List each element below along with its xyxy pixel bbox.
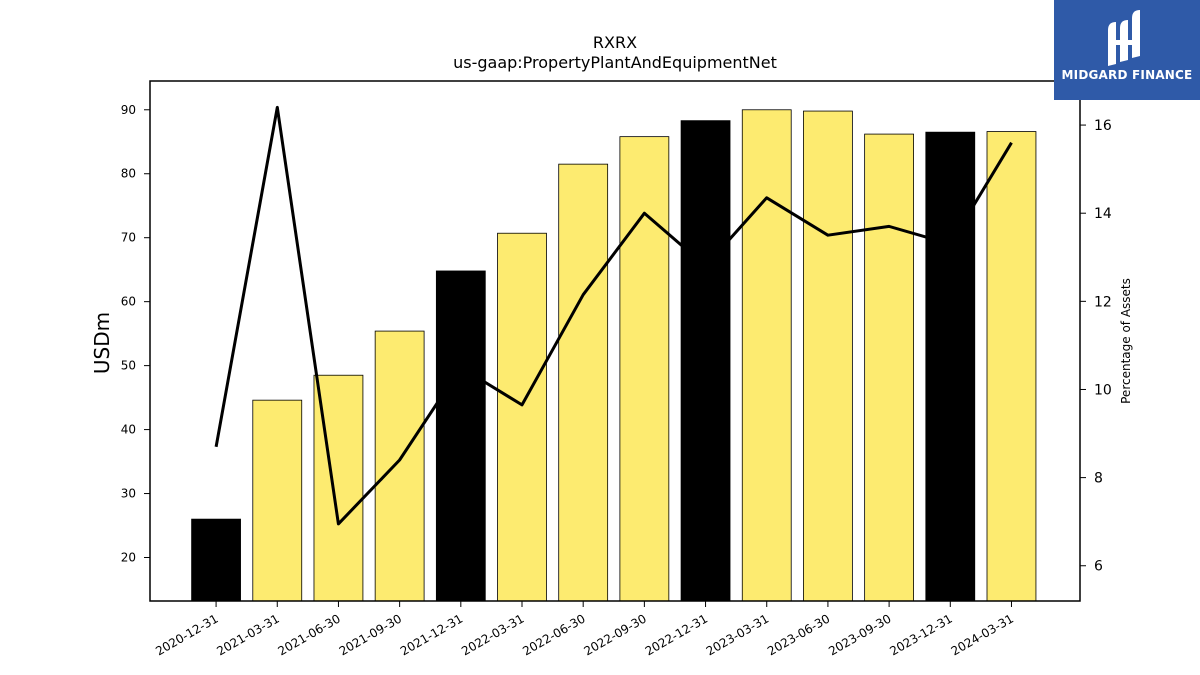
y-tick-label: 80 bbox=[121, 167, 136, 181]
logo-text: MIDGARD FINANCE bbox=[1061, 68, 1193, 82]
y-tick-label: 60 bbox=[121, 295, 136, 309]
midgard-logo-icon bbox=[1108, 10, 1140, 66]
bar-2021-12-31 bbox=[435, 270, 486, 602]
x-tick-label: 2021-03-31 bbox=[214, 611, 281, 658]
x-tick-label: 2023-12-31 bbox=[887, 611, 954, 658]
x-tick-label: 2022-06-30 bbox=[520, 611, 587, 658]
line-series bbox=[214, 105, 1013, 526]
y2-tick-label: 14 bbox=[1094, 206, 1112, 222]
x-tick-label: 2023-06-30 bbox=[765, 611, 832, 658]
line-percentage-of-assets bbox=[214, 105, 1013, 526]
y2-axis: 6 8 10 12 14 16 bbox=[1080, 118, 1112, 575]
bar-2020-12-31 bbox=[191, 518, 241, 602]
y-tick-label: 90 bbox=[121, 103, 136, 117]
bar-2023-12-31 bbox=[925, 131, 976, 602]
x-tick-label: 2020-12-31 bbox=[153, 611, 220, 658]
y2-tick-label: 8 bbox=[1094, 471, 1103, 487]
y2-tick-label: 16 bbox=[1094, 118, 1112, 134]
x-tick-label: 2024-03-31 bbox=[949, 611, 1016, 658]
y-axis-label: USDm bbox=[90, 312, 114, 374]
chart-title: RXRX bbox=[593, 33, 637, 52]
y-tick-label: 20 bbox=[121, 551, 136, 565]
x-tick-label: 2022-03-31 bbox=[459, 611, 526, 658]
y-tick-label: 40 bbox=[121, 423, 136, 437]
bar-2022-12-31 bbox=[680, 120, 731, 602]
x-axis: 2020-12-312021-03-312021-06-302021-09-30… bbox=[153, 601, 1016, 658]
y-axis: 20 30 40 50 60 70 80 90 bbox=[121, 103, 150, 565]
bar-2023-06-30 bbox=[803, 110, 853, 602]
plot-frame bbox=[149, 80, 1081, 602]
bar-2022-03-31 bbox=[497, 232, 547, 602]
y2-tick-label: 10 bbox=[1094, 382, 1112, 398]
y2-axis-label: Percentage of Assets bbox=[1119, 278, 1133, 404]
y-tick-label: 50 bbox=[121, 359, 136, 373]
y-tick-label: 30 bbox=[121, 487, 136, 501]
y-tick-label: 70 bbox=[121, 231, 136, 245]
x-tick-label: 2023-03-31 bbox=[704, 611, 771, 658]
y2-tick-label: 12 bbox=[1094, 294, 1112, 310]
y2-tick-label: 6 bbox=[1094, 559, 1103, 575]
bar-2022-09-30 bbox=[619, 136, 670, 602]
bar-2024-03-31 bbox=[986, 131, 1037, 602]
bar-2021-03-31 bbox=[252, 399, 303, 602]
bar-2023-09-30 bbox=[864, 133, 914, 602]
bar-2023-03-31 bbox=[741, 109, 792, 602]
x-tick-label: 2023-09-30 bbox=[826, 611, 893, 658]
bar-2022-06-30 bbox=[558, 163, 609, 602]
x-tick-label: 2022-09-30 bbox=[581, 611, 648, 658]
bar-2021-09-30 bbox=[374, 330, 425, 602]
chart-subtitle: us-gaap:PropertyPlantAndEquipmentNet bbox=[453, 53, 777, 72]
x-tick-label: 2021-12-31 bbox=[398, 611, 465, 658]
x-tick-label: 2021-09-30 bbox=[337, 611, 404, 658]
bar-series bbox=[191, 109, 1037, 602]
midgard-logo: MIDGARD FINANCE bbox=[1054, 0, 1200, 100]
x-tick-label: 2021-06-30 bbox=[275, 611, 342, 658]
x-tick-label: 2022-12-31 bbox=[643, 611, 710, 658]
